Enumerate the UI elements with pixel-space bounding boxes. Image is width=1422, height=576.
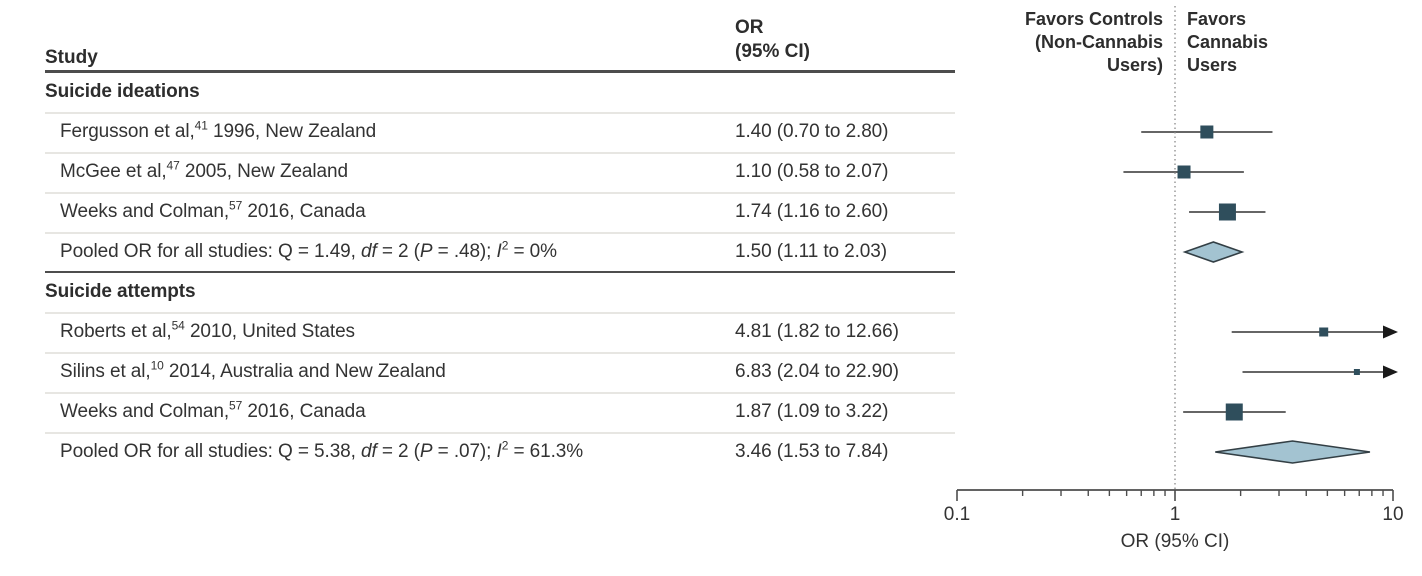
study-label: Silins et al,10 2014, Australia and New … (60, 358, 446, 382)
x-axis-title: OR (95% CI) (1120, 531, 1230, 552)
x-axis-tick-label: 10 (1382, 504, 1403, 525)
table-row: Weeks and Colman,57 2016, Canada 1.87 (1.… (0, 392, 1000, 432)
favors-controls-line1: Favors Controls (1024, 9, 1163, 29)
point-estimate-marker (1200, 125, 1214, 139)
or-ci-value: 4.81 (1.82 to 12.66) (735, 321, 899, 342)
row-separator (45, 232, 955, 234)
table-row: Silins et al,10 2014, Australia and New … (0, 352, 1000, 392)
subgroup-label: Suicide attempts (45, 281, 196, 302)
arrow-right-icon (1383, 325, 1398, 339)
favors-controls-line2: (Non-Cannabis (1035, 32, 1163, 52)
arrow-right-icon (1383, 365, 1398, 379)
subgroup-label: Suicide ideations (45, 81, 200, 102)
study-label: Fergusson et al,41 1996, New Zealand (60, 118, 377, 142)
favors-cannabis-line1: Favors (1187, 9, 1247, 29)
or-column-header-line1: OR (735, 17, 764, 38)
favors-controls-line3: Users) (1106, 55, 1163, 75)
table-row: Pooled OR for all studies: Q = 5.38, df … (0, 432, 1000, 472)
study-label: Weeks and Colman,57 2016, Canada (60, 198, 366, 222)
row-separator (45, 192, 955, 194)
row-separator (45, 152, 955, 154)
header-rule (45, 70, 955, 73)
point-estimate-marker (1319, 327, 1329, 337)
or-ci-value: 1.74 (1.16 to 2.60) (735, 201, 889, 222)
or-ci-value: 3.46 (1.53 to 7.84) (735, 441, 889, 462)
table-row: McGee et al,47 2005, New Zealand 1.10 (0.… (0, 152, 1000, 192)
study-label: Pooled OR for all studies: Q = 1.49, df … (60, 238, 557, 262)
favors-cannabis-line3: Users (1187, 55, 1238, 75)
x-axis-tick-label: 1 (1170, 504, 1181, 525)
subgroup-header-row: Suicide attempts (0, 272, 1000, 312)
row-separator (45, 432, 955, 434)
point-estimate-marker (1353, 369, 1360, 375)
row-separator (45, 352, 955, 354)
row-separator (45, 112, 955, 114)
favors-cannabis-line2: Cannabis (1187, 32, 1269, 52)
point-estimate-marker (1218, 203, 1236, 221)
point-estimate-marker (1225, 403, 1243, 421)
table-row: Fergusson et al,41 1996, New Zealand 1.40… (0, 112, 1000, 152)
subgroup-header-row: Suicide ideations (0, 72, 1000, 112)
or-column-header: OR (95% CI) (735, 16, 810, 64)
study-label: Roberts et al,54 2010, United States (60, 318, 355, 342)
study-label: Pooled OR for all studies: Q = 5.38, df … (60, 438, 584, 462)
or-ci-value: 1.50 (1.11 to 2.03) (735, 241, 887, 262)
study-label: McGee et al,47 2005, New Zealand (60, 158, 348, 182)
favors-cannabis-label: Favors Cannabis Users (1187, 8, 1268, 77)
or-ci-value: 6.83 (2.04 to 22.90) (735, 361, 899, 382)
pooled-diamond (1182, 241, 1245, 263)
or-ci-value: 1.40 (0.70 to 2.80) (735, 121, 889, 142)
section-divider (45, 270, 955, 273)
study-column-header: Study (45, 47, 98, 68)
table-row: Weeks and Colman,57 2016, Canada 1.74 (1.… (0, 192, 1000, 232)
study-label: Weeks and Colman,57 2016, Canada (60, 398, 366, 422)
point-estimate-marker (1177, 165, 1191, 179)
table-row: Roberts et al,54 2010, United States 4.81… (0, 312, 1000, 352)
pooled-diamond (1215, 440, 1371, 464)
table-row: Pooled OR for all studies: Q = 1.49, df … (0, 232, 1000, 272)
favors-controls-label: Favors Controls (Non-Cannabis Users) (900, 8, 1163, 77)
row-separator (45, 392, 955, 394)
or-ci-value: 1.10 (0.58 to 2.07) (735, 161, 889, 182)
or-ci-value: 1.87 (1.09 to 3.22) (735, 401, 889, 422)
x-axis-tick-label: 0.1 (944, 504, 970, 525)
or-column-header-line2: (95% CI) (735, 41, 810, 62)
row-separator (45, 312, 955, 314)
